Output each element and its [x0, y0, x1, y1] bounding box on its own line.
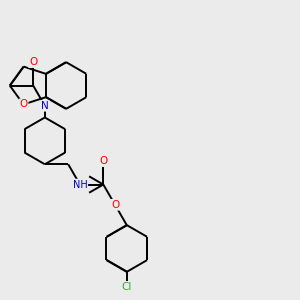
Text: NH: NH	[73, 179, 87, 190]
Text: O: O	[29, 57, 37, 67]
Text: O: O	[111, 200, 119, 210]
Text: N: N	[41, 101, 49, 111]
Text: Cl: Cl	[122, 282, 132, 292]
Text: O: O	[20, 99, 28, 110]
Text: O: O	[99, 156, 107, 166]
